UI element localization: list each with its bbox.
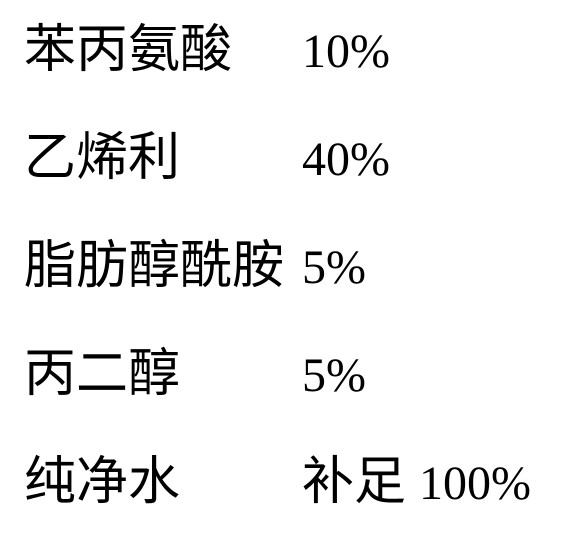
- ingredient-table: 苯丙氨酸 10% 乙烯利 40% 脂肪醇酰胺 5% 丙二醇 5% 纯净水 补足 …: [0, 0, 566, 543]
- value-number: 40%: [302, 133, 390, 186]
- table-row: 脂肪醇酰胺 5%: [0, 216, 566, 324]
- table-row: 纯净水 补足 100%: [0, 432, 566, 540]
- table-row: 丙二醇 5%: [0, 324, 566, 432]
- ingredient-label: 丙二醇: [24, 349, 180, 401]
- ingredient-value: 10%: [302, 25, 390, 77]
- ingredient-label: 苯丙氨酸: [24, 25, 232, 77]
- ingredient-value: 5%: [302, 241, 366, 293]
- ingredient-label: 纯净水: [24, 457, 180, 509]
- ingredient-label: 乙烯利: [24, 133, 180, 185]
- ingredient-label: 脂肪醇酰胺: [24, 241, 284, 293]
- value-number: 5%: [302, 349, 366, 402]
- ingredient-value: 5%: [302, 349, 366, 401]
- ingredient-value: 40%: [302, 133, 390, 185]
- value-number: 5%: [302, 241, 366, 294]
- value-number: 100%: [419, 457, 531, 510]
- ingredient-value: 补足 100%: [302, 457, 531, 509]
- value-prefix-cn: 补足: [302, 454, 419, 511]
- table-row: 乙烯利 40%: [0, 108, 566, 216]
- value-number: 10%: [302, 25, 390, 78]
- table-row: 苯丙氨酸 10%: [0, 0, 566, 108]
